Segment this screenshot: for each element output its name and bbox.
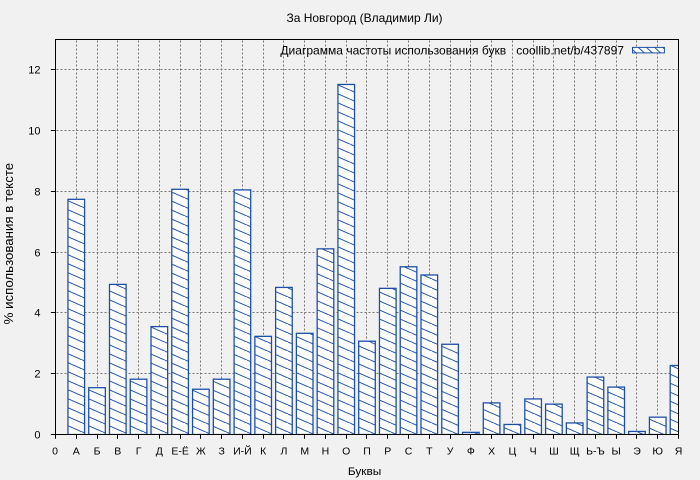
- svg-text:Ц: Ц: [508, 445, 516, 457]
- svg-text:Т: Т: [426, 445, 433, 457]
- svg-text:М: М: [300, 445, 309, 457]
- svg-text:% использования в тексте: % использования в тексте: [2, 163, 16, 325]
- svg-text:П: П: [363, 445, 371, 457]
- svg-text:Ю: Ю: [652, 445, 663, 457]
- svg-text:Е-Ё: Е-Ё: [171, 445, 189, 457]
- svg-text:Н: Н: [322, 445, 330, 457]
- svg-text:6: 6: [34, 247, 40, 259]
- svg-text:У: У: [447, 445, 454, 457]
- svg-text:О: О: [342, 445, 350, 457]
- svg-text:Л: Л: [280, 445, 287, 457]
- svg-text:Я: Я: [675, 445, 683, 457]
- svg-text:Г: Г: [136, 445, 142, 457]
- svg-text:2: 2: [34, 368, 40, 380]
- svg-text:Ж: Ж: [196, 445, 206, 457]
- svg-text:Д: Д: [156, 445, 163, 457]
- svg-text:Ч: Ч: [530, 445, 537, 457]
- svg-text:Буквы: Буквы: [348, 466, 382, 478]
- svg-text:К: К: [260, 445, 267, 457]
- svg-text:З: З: [218, 445, 224, 457]
- svg-text:Э: Э: [633, 445, 641, 457]
- svg-text:10: 10: [28, 125, 40, 137]
- svg-text:0: 0: [34, 429, 40, 441]
- svg-text:Щ: Щ: [570, 445, 580, 457]
- svg-text:8: 8: [34, 186, 40, 198]
- svg-text:И-Й: И-Й: [233, 444, 252, 457]
- svg-text:Ы: Ы: [612, 445, 621, 457]
- svg-text:Диаграмма частоты использовани: Диаграмма частоты использования букв coo…: [280, 44, 624, 58]
- svg-text:4: 4: [34, 307, 40, 319]
- svg-text:А: А: [73, 445, 80, 457]
- svg-text:Ф: Ф: [467, 445, 475, 457]
- svg-text:За Новгород (Владимир Ли): За Новгород (Владимир Ли): [286, 11, 442, 25]
- svg-text:12: 12: [28, 64, 40, 76]
- svg-text:Ш: Ш: [549, 445, 559, 457]
- svg-text:Б: Б: [94, 445, 101, 457]
- svg-text:Ь-Ъ: Ь-Ъ: [586, 445, 605, 457]
- svg-text:0: 0: [52, 445, 58, 457]
- svg-text:С: С: [405, 445, 413, 457]
- svg-text:Х: Х: [488, 445, 495, 457]
- svg-text:Р: Р: [384, 445, 391, 457]
- svg-text:В: В: [114, 445, 121, 457]
